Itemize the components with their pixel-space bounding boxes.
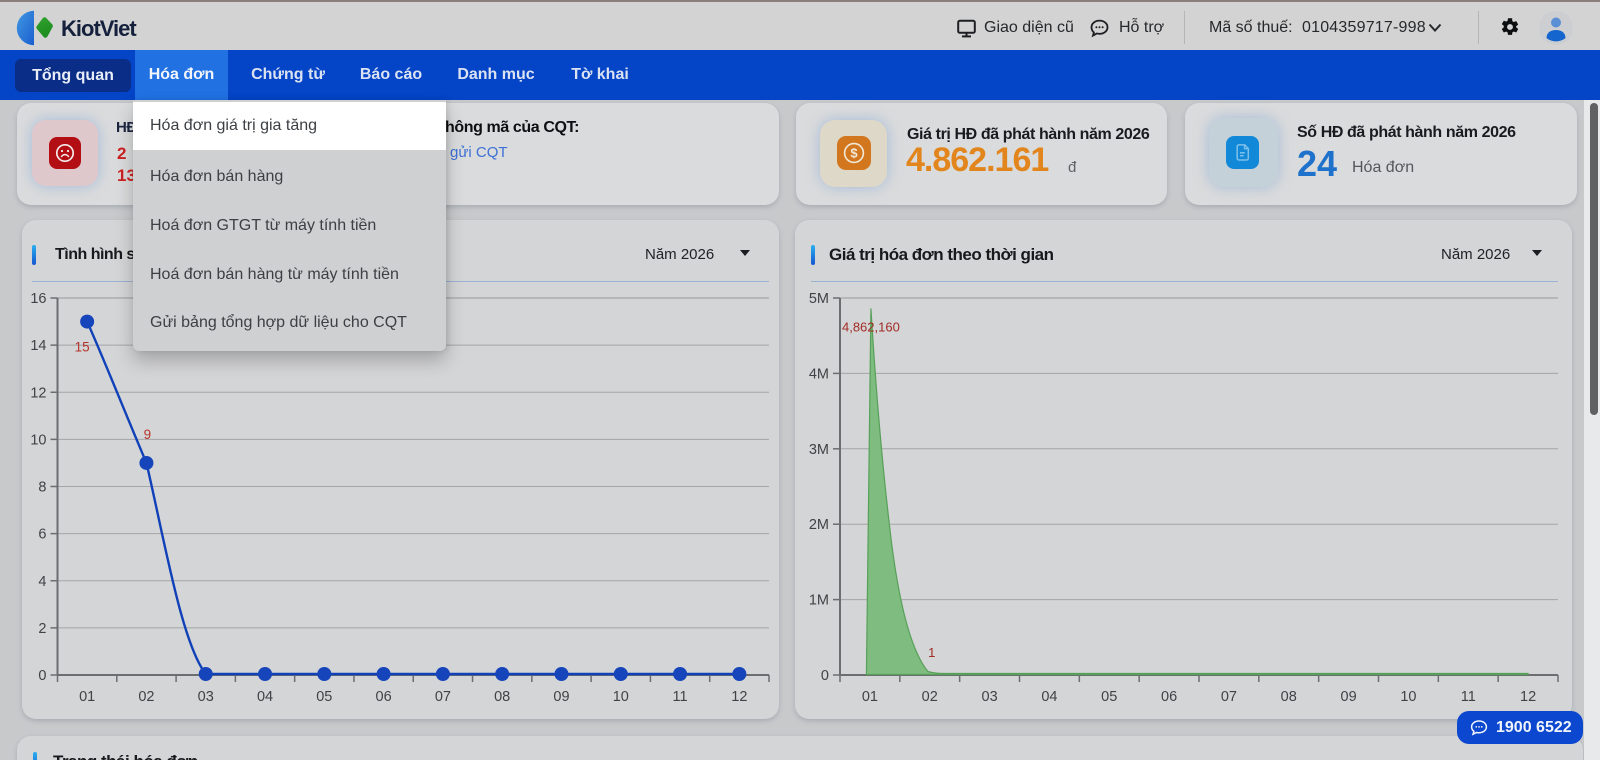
svg-text:1M: 1M bbox=[809, 593, 829, 609]
svg-text:14: 14 bbox=[30, 338, 46, 354]
svg-text:07: 07 bbox=[1221, 689, 1237, 705]
svg-text:12: 12 bbox=[30, 385, 46, 401]
svg-text:04: 04 bbox=[257, 689, 273, 705]
svg-text:3M: 3M bbox=[809, 442, 829, 458]
svg-text:8: 8 bbox=[38, 480, 46, 496]
svg-text:11: 11 bbox=[1461, 689, 1476, 705]
svg-text:5M: 5M bbox=[809, 291, 829, 307]
svg-text:08: 08 bbox=[1281, 689, 1297, 705]
svg-text:9: 9 bbox=[144, 427, 152, 442]
svg-text:08: 08 bbox=[494, 689, 510, 705]
svg-text:02: 02 bbox=[138, 689, 154, 705]
svg-text:0: 0 bbox=[821, 668, 829, 684]
svg-text:02: 02 bbox=[922, 689, 938, 705]
svg-text:4M: 4M bbox=[809, 366, 829, 382]
svg-text:09: 09 bbox=[1341, 689, 1357, 705]
svg-text:10: 10 bbox=[1400, 689, 1416, 705]
svg-text:03: 03 bbox=[198, 689, 214, 705]
svg-text:09: 09 bbox=[553, 689, 569, 705]
svg-text:2M: 2M bbox=[809, 517, 829, 533]
svg-text:0: 0 bbox=[38, 668, 46, 684]
svg-text:03: 03 bbox=[982, 689, 998, 705]
svg-text:05: 05 bbox=[1101, 689, 1117, 705]
svg-text:$: $ bbox=[850, 146, 858, 161]
svg-text:06: 06 bbox=[376, 689, 392, 705]
svg-text:12: 12 bbox=[1520, 689, 1536, 705]
svg-text:10: 10 bbox=[30, 432, 46, 448]
svg-text:07: 07 bbox=[435, 689, 451, 705]
svg-text:15: 15 bbox=[75, 340, 90, 355]
svg-text:05: 05 bbox=[316, 689, 332, 705]
svg-text:12: 12 bbox=[731, 689, 747, 705]
svg-text:01: 01 bbox=[862, 689, 878, 705]
svg-text:6: 6 bbox=[38, 527, 46, 543]
svg-text:01: 01 bbox=[79, 689, 95, 705]
svg-text:11: 11 bbox=[673, 689, 688, 705]
svg-text:2: 2 bbox=[38, 621, 46, 637]
svg-text:16: 16 bbox=[30, 291, 46, 307]
svg-text:4: 4 bbox=[38, 574, 46, 590]
svg-text:06: 06 bbox=[1161, 689, 1177, 705]
svg-text:4,862,160: 4,862,160 bbox=[842, 319, 900, 334]
svg-text:1: 1 bbox=[928, 645, 935, 660]
svg-text:04: 04 bbox=[1041, 689, 1057, 705]
svg-text:10: 10 bbox=[613, 689, 629, 705]
